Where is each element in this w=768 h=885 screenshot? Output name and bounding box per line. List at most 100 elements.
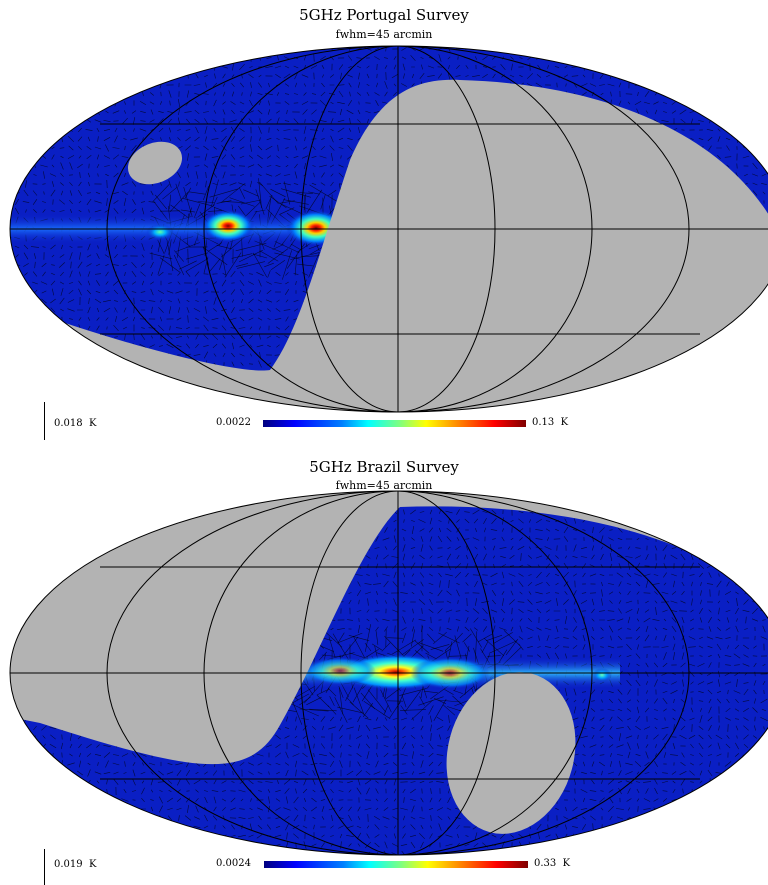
polarization-vector (322, 74, 324, 78)
polarization-vector (96, 127, 100, 133)
polarization-vector (662, 484, 669, 485)
polarization-vector (680, 418, 687, 419)
polarization-vector (580, 47, 588, 51)
polarization-vector (752, 537, 758, 541)
polarization-vector (743, 536, 749, 542)
polarization-vector (546, 592, 550, 594)
polarization-vector (510, 47, 514, 51)
polarization-vector (87, 46, 91, 52)
polarization-vector (124, 370, 126, 376)
polarization-vector (563, 562, 569, 570)
polarization-vector (221, 48, 227, 50)
polarization-vector (69, 108, 73, 116)
polarization-vector (139, 372, 147, 374)
polarization-vector (670, 39, 678, 40)
polarization-vector (293, 65, 299, 69)
polarization-vector (457, 600, 459, 604)
polarization-vector (241, 92, 243, 96)
polarization-vector (403, 417, 405, 420)
polarization-vector (69, 190, 73, 196)
polarization-vector (132, 66, 136, 68)
polarization-vector (265, 299, 273, 303)
polarization-vector (14, 609, 20, 613)
polarization-vector (376, 572, 378, 578)
polarization-vector (403, 537, 405, 541)
polarization-vector (744, 63, 748, 71)
polarization-vector (366, 83, 370, 87)
portugal-title: 5GHz Portugal Survey (299, 6, 469, 24)
polarization-vector (133, 380, 135, 384)
polarization-vector (564, 491, 568, 497)
polarization-vector (293, 299, 299, 303)
polarization-vector (735, 381, 739, 383)
polarization-vector (691, 598, 693, 606)
polarization-vector (42, 317, 46, 321)
polarization-vector (49, 82, 57, 88)
polarization-vector (284, 93, 290, 95)
polarization-vector (490, 572, 498, 578)
polarization-vector (209, 188, 239, 198)
polarization-vector (509, 492, 515, 496)
polarization-vector (727, 519, 729, 523)
polarization-vector (22, 380, 30, 384)
polarization-vector (518, 46, 524, 52)
polarization-vector (347, 74, 353, 78)
polarization-vector (52, 362, 54, 366)
polarization-vector (258, 405, 262, 412)
polarization-vector (50, 280, 56, 286)
polarization-vector (94, 119, 102, 123)
polarization-vector (176, 407, 182, 411)
polarization-vector (634, 73, 642, 79)
polarization-vector (187, 172, 189, 178)
polarization-vector (42, 201, 46, 203)
polarization-vector (285, 272, 289, 276)
polarization-vector (211, 333, 219, 341)
polarization-vector (238, 182, 246, 186)
polarization-vector (113, 379, 119, 385)
polarization-vector (618, 399, 622, 401)
polarization-vector (674, 415, 675, 422)
polarization-vector (95, 263, 101, 267)
polarization-vector (132, 389, 136, 393)
polarization-vector (86, 362, 92, 366)
polarization-vector (42, 46, 46, 52)
polarization-vector (15, 99, 19, 107)
polarization-vector (663, 582, 667, 586)
polarization-vector (24, 82, 28, 88)
polarization-vector (717, 99, 721, 107)
polarization-vector (42, 574, 46, 576)
polarization-vector (671, 110, 677, 114)
polarization-vector (744, 371, 748, 375)
polarization-vector (50, 317, 56, 321)
polarization-vector (194, 399, 200, 401)
polarization-vector (122, 500, 128, 506)
polarization-vector (69, 199, 73, 205)
polarization-vector (15, 182, 19, 186)
polarization-vector (654, 73, 658, 79)
polarization-vector (608, 502, 614, 504)
polarization-vector (483, 527, 487, 533)
polarization-vector (32, 190, 38, 196)
polarization-vector (644, 511, 650, 513)
polarization-vector (149, 390, 155, 392)
polarization-vector (274, 65, 282, 69)
polarization-vector (727, 481, 730, 488)
polarization-vector (10, 272, 11, 276)
polarization-vector (293, 183, 299, 185)
polarization-vector (636, 517, 640, 525)
polarization-vector (267, 270, 271, 278)
polarization-vector (267, 46, 271, 52)
polarization-vector (313, 172, 315, 178)
polarization-vector (274, 183, 282, 185)
polarization-vector (205, 82, 207, 88)
polarization-vector (34, 546, 36, 550)
polarization-vector (106, 100, 108, 106)
polarization-vector (734, 362, 740, 366)
polarization-vector (276, 92, 280, 96)
polarization-vector (564, 591, 568, 595)
polarization-vector (123, 209, 127, 213)
polarization-vector (133, 519, 135, 523)
polarization-vector (96, 500, 100, 506)
polarization-vector (247, 164, 255, 168)
polarization-vector (527, 581, 533, 587)
